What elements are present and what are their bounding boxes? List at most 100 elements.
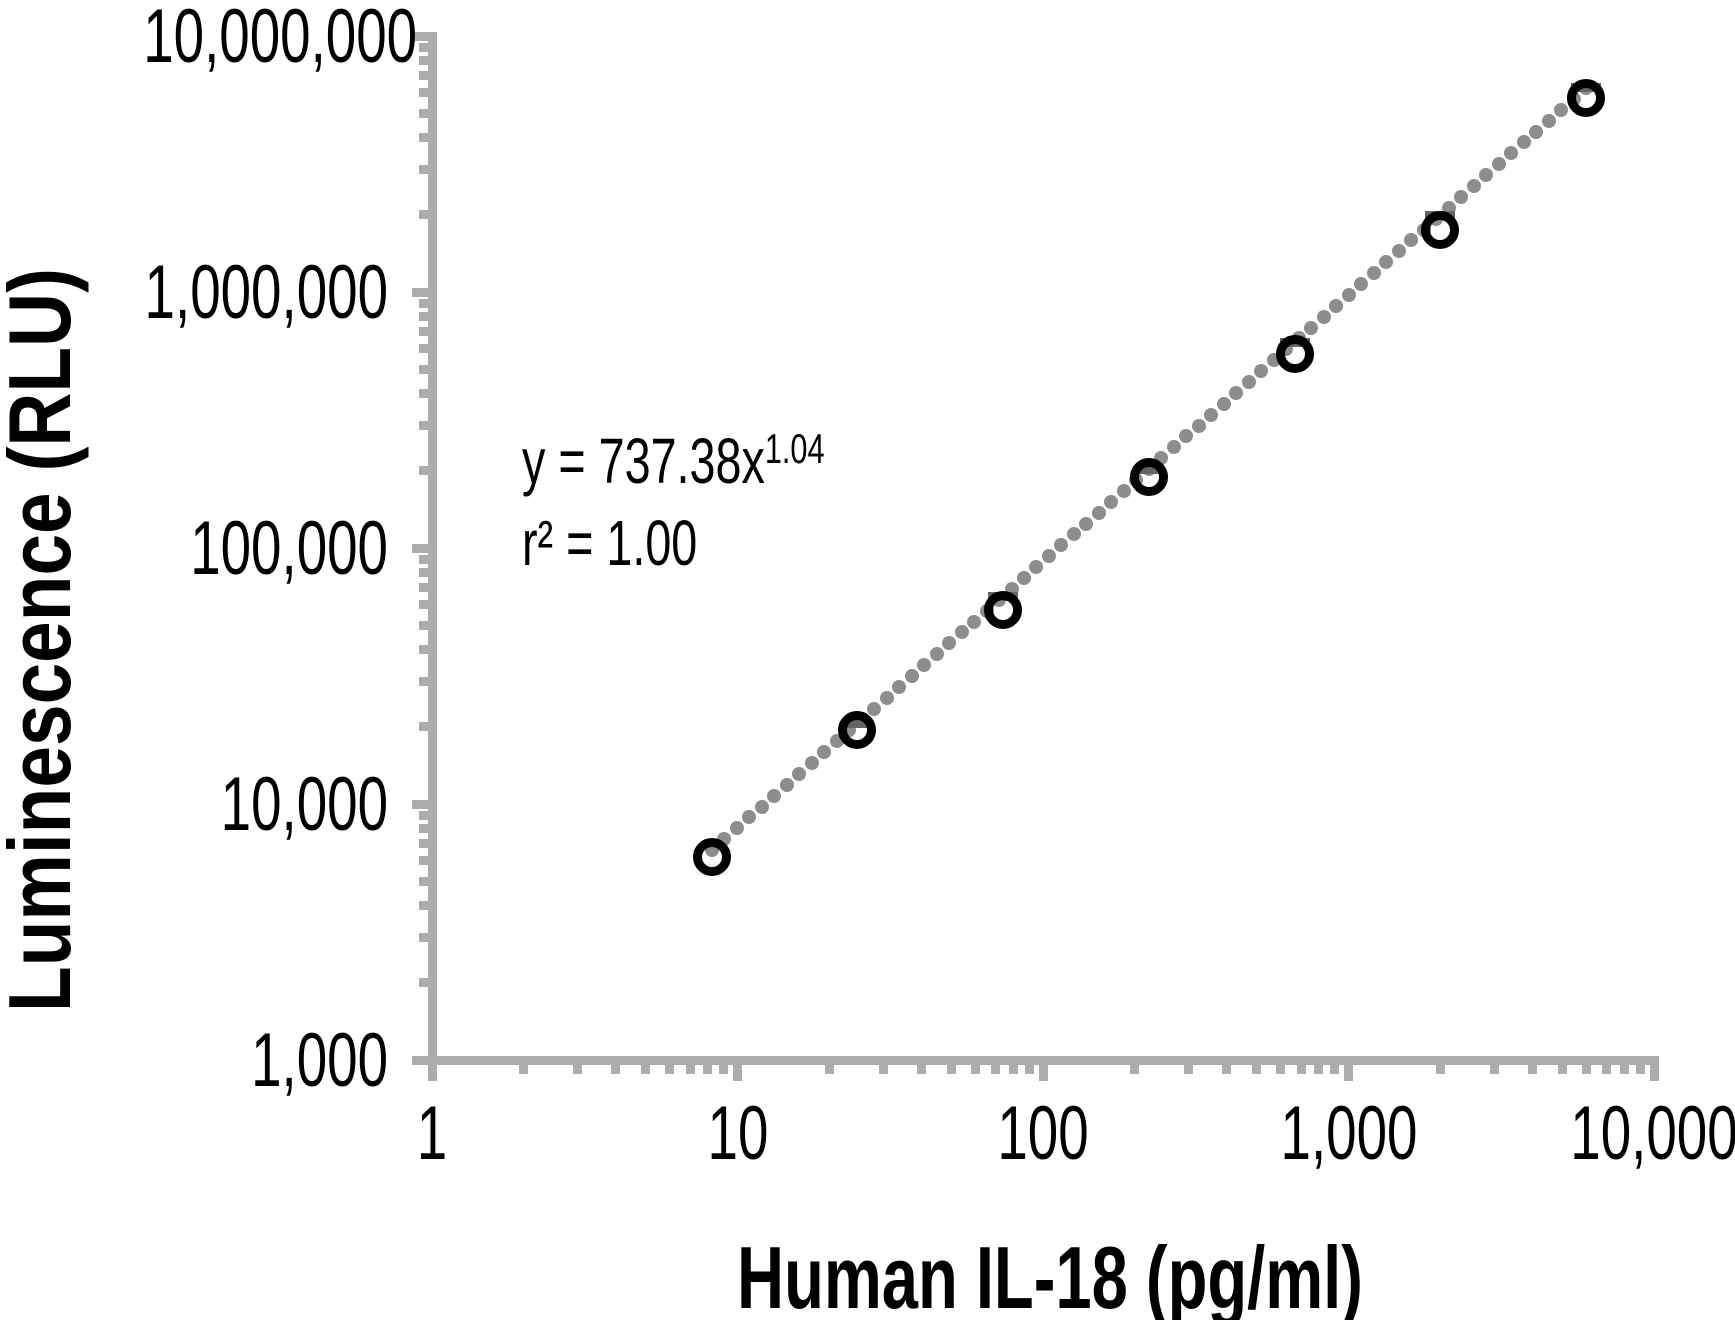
y-tick-minor — [418, 43, 428, 53]
trendline-dot — [767, 788, 782, 803]
equation-exponent-text: 1.04 — [764, 425, 825, 472]
x-axis-line — [427, 1055, 1659, 1065]
trendline-dot — [879, 690, 894, 705]
trendline-dot — [967, 614, 982, 629]
equation-power-line: y = 737.38x1.04 — [522, 408, 825, 502]
trendline-dot — [779, 777, 794, 792]
x-tick-major — [427, 1064, 437, 1081]
x-tick-minor — [719, 1064, 729, 1074]
trendline-dot — [1466, 178, 1481, 193]
trendline-dot — [954, 625, 969, 640]
x-tick-minor — [991, 1064, 1001, 1074]
trendline-dot — [792, 766, 807, 781]
trendline-dot — [1379, 255, 1394, 270]
x-tick-minor — [1276, 1064, 1286, 1074]
trendline-dot — [742, 810, 757, 825]
y-tick-major — [411, 31, 428, 41]
x-tick-minor — [1602, 1064, 1612, 1074]
y-tick-label: 1,000,000 — [144, 250, 388, 335]
y-tick-minor — [418, 364, 428, 374]
y-tick-minor — [418, 645, 428, 655]
x-tick-label: 10,000 — [1570, 1091, 1735, 1176]
y-tick-label: 10,000 — [220, 762, 388, 847]
trendline-dot — [1354, 276, 1369, 291]
x-tick-minor — [1435, 1064, 1445, 1074]
y-tick-minor — [418, 327, 428, 337]
y-tick-label: 100,000 — [190, 506, 388, 591]
y-tick-minor — [418, 677, 428, 687]
x-tick-minor — [1296, 1064, 1306, 1074]
y-tick-major — [411, 1055, 428, 1065]
x-tick-minor — [641, 1064, 651, 1074]
trendline-dot — [754, 799, 769, 814]
y-tick-minor — [418, 312, 428, 322]
x-tick-minor — [1557, 1064, 1567, 1074]
y-tick-minor — [418, 901, 428, 911]
trendline-dot — [1179, 429, 1194, 444]
trendline-dot — [1366, 266, 1381, 281]
trendline-equation: y = 737.38x1.04 r² = 1.00 — [522, 408, 825, 584]
trendline-dot — [1341, 287, 1356, 302]
trendline-dot — [1516, 135, 1531, 150]
y-tick-minor — [418, 555, 428, 565]
x-tick-minor — [1314, 1064, 1324, 1074]
trendline-dot — [1191, 418, 1206, 433]
trendline-dot — [1104, 494, 1119, 509]
x-tick-minor — [1130, 1064, 1140, 1074]
x-tick-minor — [916, 1064, 926, 1074]
x-tick-major — [733, 1064, 742, 1081]
trendline-dot — [942, 636, 957, 651]
trendline-dot — [1541, 113, 1556, 128]
x-tick-minor — [878, 1064, 888, 1074]
x-tick-minor — [703, 1064, 713, 1074]
x-tick-minor — [1008, 1064, 1018, 1074]
data-point-marker — [1421, 210, 1460, 249]
trendline-dot — [1554, 102, 1569, 117]
x-tick-major — [1038, 1064, 1048, 1081]
x-tick-major — [1649, 1064, 1659, 1081]
trendline-dot — [1404, 233, 1419, 248]
y-tick-minor — [418, 722, 428, 732]
data-point-marker — [984, 591, 1023, 630]
y-tick-minor — [418, 620, 428, 630]
y-tick-minor — [418, 108, 428, 118]
y-tick-minor — [418, 466, 428, 476]
y-tick-minor — [418, 978, 428, 988]
x-tick-minor — [970, 1064, 980, 1074]
equation-r-squared-text: r² = 1.00 — [522, 507, 698, 579]
y-tick-minor — [418, 88, 428, 98]
trendline-dot — [1054, 538, 1069, 553]
data-point-marker — [692, 838, 731, 877]
y-tick-minor — [418, 856, 428, 866]
y-tick-minor — [418, 133, 428, 143]
trendline-dot — [1017, 570, 1031, 585]
x-tick-label: 100 — [997, 1091, 1089, 1176]
trendline-dot — [1204, 407, 1219, 422]
y-tick-minor — [418, 600, 428, 610]
y-tick-label: 1,000 — [251, 1018, 388, 1103]
x-tick-minor — [1184, 1064, 1194, 1074]
y-tick-minor — [418, 811, 428, 821]
trendline-dot — [1504, 146, 1519, 161]
trendline-dot — [1254, 364, 1269, 379]
y-tick-major — [411, 287, 428, 297]
x-tick-label: 10 — [707, 1091, 768, 1176]
data-point-marker — [1129, 457, 1168, 496]
y-tick-minor — [418, 165, 428, 175]
trendline-dot — [1391, 244, 1406, 259]
y-tick-minor — [418, 568, 428, 578]
trendline-dot — [1241, 374, 1256, 389]
x-tick-minor — [519, 1064, 529, 1074]
trendline-dot — [1304, 320, 1319, 335]
x-tick-minor — [1635, 1064, 1645, 1074]
y-tick-minor — [418, 344, 428, 354]
trendline-dot — [1041, 549, 1056, 564]
trendline-dot — [1229, 385, 1244, 400]
y-axis-line — [427, 31, 437, 1065]
x-tick-label: 1,000 — [1280, 1091, 1417, 1176]
data-point-marker — [838, 710, 877, 749]
trendline-dot — [1029, 560, 1044, 575]
trendline-dot — [1116, 483, 1131, 498]
